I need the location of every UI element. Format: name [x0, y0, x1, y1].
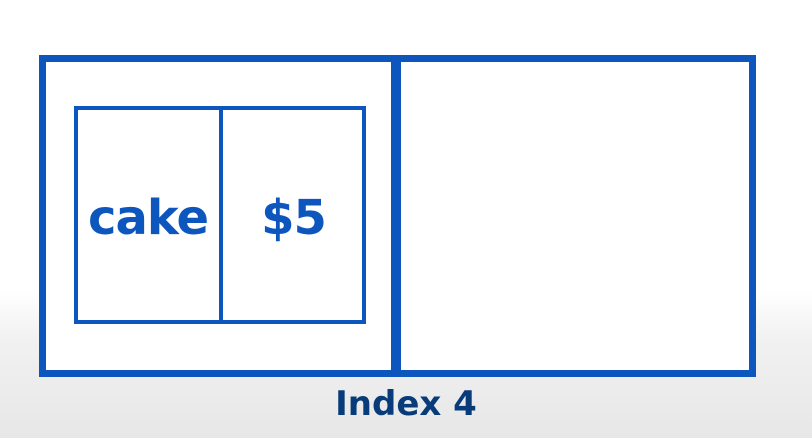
value-text: $5: [261, 190, 327, 246]
bucket-divider: [391, 55, 401, 377]
key-value-separator: [219, 106, 223, 324]
key-text: cake: [87, 190, 209, 246]
index-label: Index 4: [335, 384, 477, 424]
